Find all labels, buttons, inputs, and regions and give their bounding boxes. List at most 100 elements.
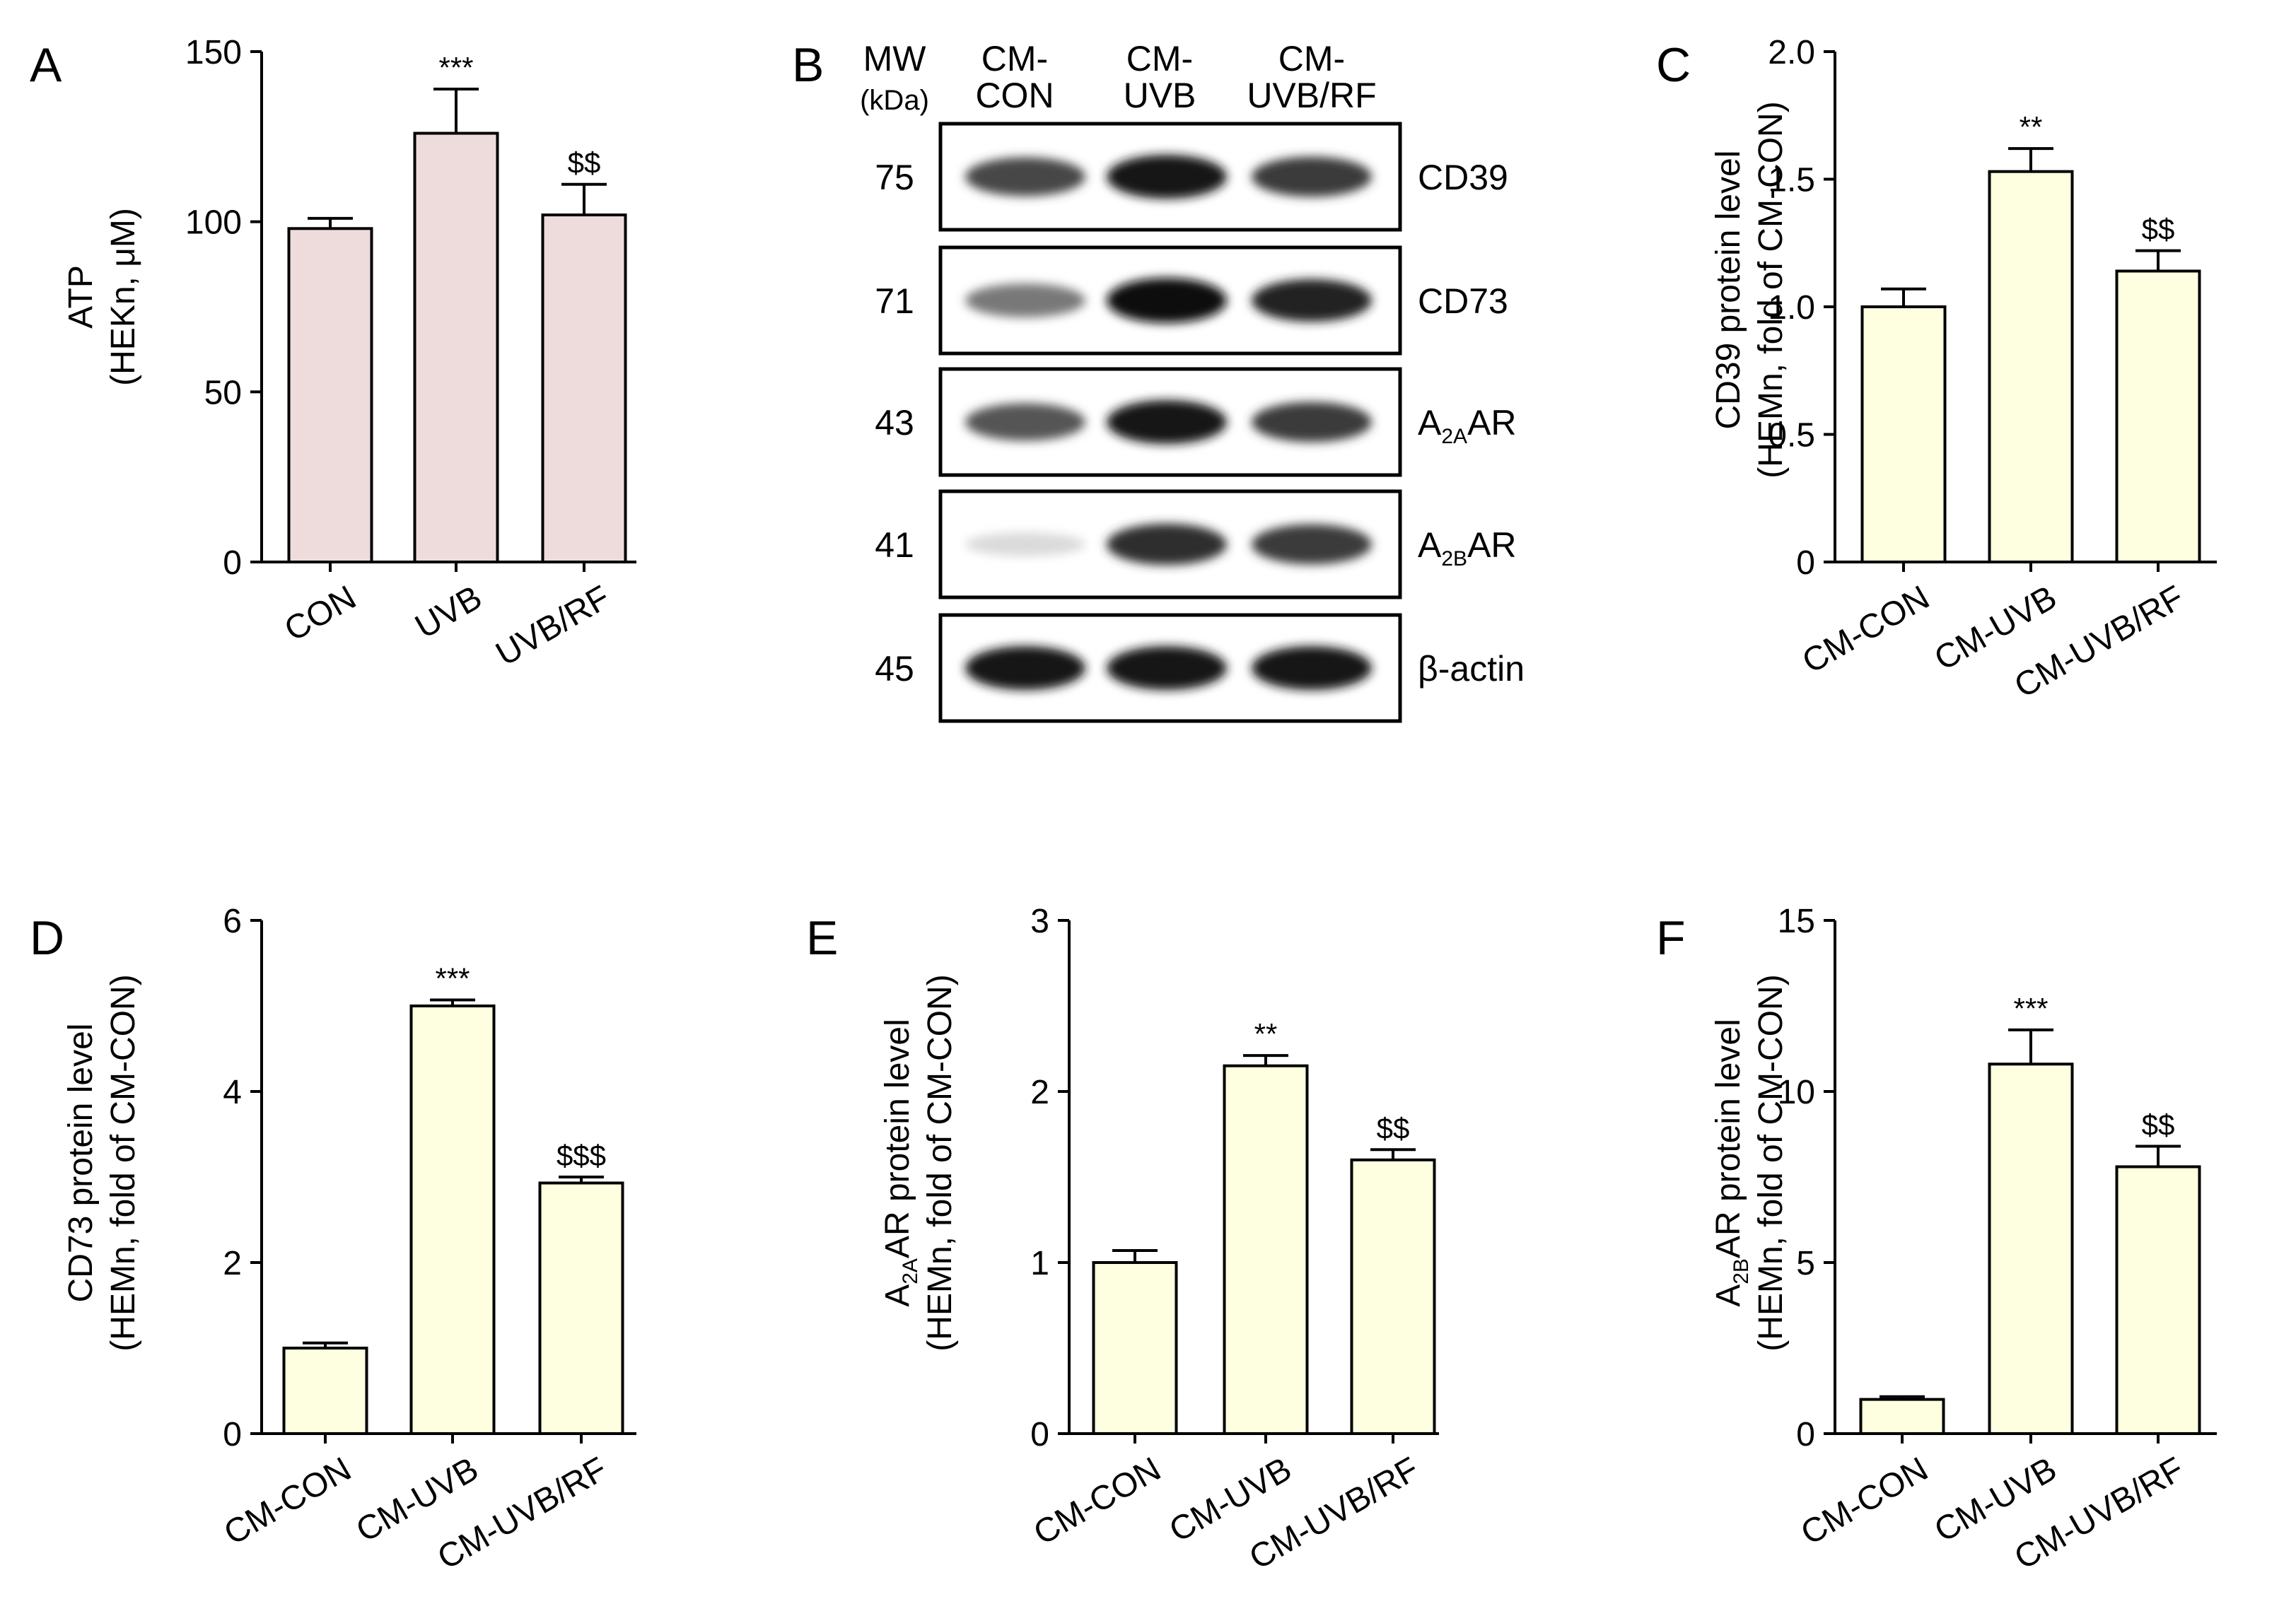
protein-band — [1107, 399, 1227, 445]
mw-header: MW — [863, 39, 927, 78]
panel-letter: F — [1656, 911, 1686, 965]
y-tick-label: 15 — [1778, 903, 1815, 940]
molecular-weight: 41 — [875, 525, 914, 565]
chart-panel-c: C00.51.01.52.0CM-CON**CM-UVB$$CM-UVB/RFC… — [1656, 34, 2217, 705]
protein-band — [1107, 278, 1227, 323]
band-group — [965, 399, 1372, 445]
bar — [409, 1005, 496, 1435]
protein-band — [1252, 645, 1372, 691]
y-axis-subtitle: (HEMn, fold of CM-CON) — [1752, 101, 1790, 478]
significance-marker: $$ — [568, 146, 601, 180]
protein-label: CD73 — [1418, 281, 1508, 321]
y-tick-label: 0.5 — [1768, 417, 1815, 455]
protein-band — [1252, 402, 1372, 443]
lane-header: CM- — [981, 39, 1048, 78]
protein-band — [965, 403, 1085, 441]
y-axis-title-rest: AR protein level — [879, 1019, 916, 1258]
protein-band — [1252, 279, 1372, 322]
bar — [2115, 1165, 2201, 1435]
mw-unit: (kDa) — [860, 85, 929, 116]
protein-label-rest: AR — [1467, 403, 1516, 443]
protein-label-subscript: 2B — [1441, 547, 1467, 570]
protein-label: A2AAR — [1418, 403, 1517, 448]
y-tick-label: 3 — [1030, 903, 1049, 940]
protein-label-main: A — [1418, 403, 1442, 443]
category-label: UVB — [409, 579, 489, 646]
category-label: CM-CON — [1795, 1451, 1934, 1553]
y-tick-label: 0 — [1796, 1416, 1815, 1453]
bar — [538, 1181, 624, 1435]
y-axis-title: A2BAR protein level — [1710, 1019, 1753, 1307]
molecular-weight: 43 — [875, 403, 914, 443]
panel-letter: B — [792, 38, 824, 92]
category-label: CM-CON — [1796, 579, 1935, 681]
band-group — [965, 154, 1372, 199]
significance-marker: *** — [435, 962, 470, 995]
lane-header: CON — [975, 76, 1054, 115]
y-axis-title: CD73 protein level — [62, 1024, 100, 1303]
panel-letter: D — [30, 911, 64, 965]
y-axis-subtitle: (HEMn, fold of CM-CON) — [921, 974, 959, 1351]
category-label: UVB/RF — [490, 579, 617, 674]
bar — [541, 213, 627, 563]
bar — [1859, 1398, 1945, 1435]
band-group — [965, 523, 1372, 566]
bar — [282, 1347, 368, 1435]
significance-marker: ** — [2020, 110, 2043, 144]
y-tick-label: 5 — [1796, 1245, 1815, 1282]
molecular-weight: 71 — [875, 281, 914, 321]
significance-marker: $$ — [2142, 213, 2175, 246]
protein-band — [965, 645, 1085, 691]
y-tick-label: 1.5 — [1768, 162, 1815, 199]
bar — [413, 131, 499, 563]
band-group — [965, 645, 1372, 691]
protein-band — [1107, 154, 1227, 199]
y-axis-title: A2AAR protein level — [879, 1019, 922, 1307]
bar — [2115, 269, 2201, 563]
y-tick-label: 2.0 — [1768, 34, 1815, 71]
bar — [1350, 1158, 1436, 1436]
molecular-weight: 75 — [875, 158, 914, 197]
protein-label: β-actin — [1418, 649, 1525, 689]
bar — [1988, 1062, 2074, 1435]
y-tick-label: 6 — [223, 903, 242, 940]
protein-label-main: A — [1418, 525, 1442, 565]
molecular-weight: 45 — [875, 649, 914, 689]
protein-label: CD39 — [1418, 158, 1508, 197]
y-axis-title-main: A — [1710, 1284, 1747, 1307]
protein-band — [1252, 524, 1372, 565]
blot-row: 41 A2BAR — [875, 489, 1517, 599]
lane-header: UVB/RF — [1247, 76, 1376, 115]
y-tick-label: 2 — [1030, 1074, 1049, 1111]
y-tick-label: 50 — [204, 374, 242, 411]
y-tick-label: 150 — [185, 34, 242, 71]
category-label: CM-CON — [1027, 1451, 1167, 1553]
y-axis-subtitle: (HEMn, fold of CM-CON) — [1752, 974, 1790, 1351]
significance-marker: ** — [1254, 1017, 1278, 1050]
bar — [1860, 305, 1947, 563]
y-tick-label: 0 — [1030, 1416, 1049, 1453]
band-group — [965, 278, 1372, 323]
panel-letter: E — [806, 911, 838, 965]
chart-panel-a: A 0 50 100 150 CON *** UVB $$ UVB/RF ATP (HEKn, μM) — [30, 34, 636, 674]
significance-marker: $$ — [1377, 1111, 1410, 1144]
significance-marker: *** — [438, 51, 473, 84]
protein-band — [965, 532, 1085, 556]
y-axis-title: CD39 protein level — [1710, 151, 1747, 430]
y-tick-label: 1.0 — [1768, 289, 1815, 327]
protein-band — [965, 157, 1085, 197]
protein-band — [1107, 645, 1227, 691]
bar — [287, 227, 373, 563]
panel-letter: A — [30, 38, 62, 92]
category-label: CON — [279, 579, 363, 649]
y-tick-label: 0 — [223, 1416, 242, 1453]
protein-label-subscript: 2A — [1441, 425, 1467, 448]
protein-label: A2BAR — [1418, 525, 1517, 570]
y-tick-label: 2 — [223, 1245, 242, 1282]
y-tick-label: 4 — [223, 1074, 242, 1111]
